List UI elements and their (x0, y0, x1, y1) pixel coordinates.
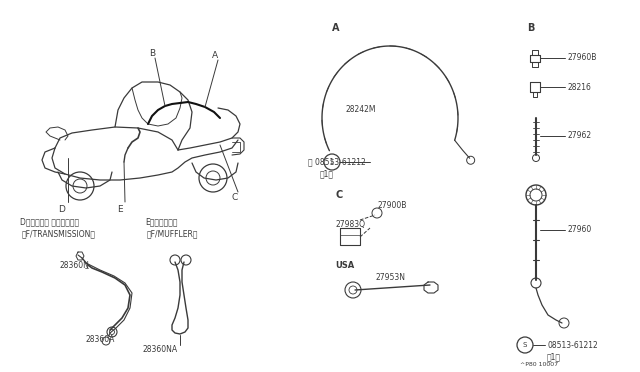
Text: S: S (330, 159, 334, 165)
Text: 28360A: 28360A (85, 336, 115, 344)
Text: A: A (212, 51, 218, 60)
Circle shape (345, 282, 361, 298)
Text: 28360N: 28360N (60, 260, 90, 269)
Text: S: S (523, 342, 527, 348)
Circle shape (559, 318, 569, 328)
Circle shape (199, 164, 227, 192)
Text: C: C (335, 190, 342, 200)
Text: 27983Q: 27983Q (335, 221, 365, 230)
Text: ＜F/TRANSMISSION＞: ＜F/TRANSMISSION＞ (22, 230, 96, 238)
Circle shape (372, 208, 382, 218)
Text: ＜F/MUFFLER＞: ＜F/MUFFLER＞ (147, 230, 198, 238)
Text: 28360NA: 28360NA (143, 346, 177, 355)
Circle shape (526, 185, 546, 205)
Circle shape (324, 154, 340, 170)
Text: （1）: （1） (320, 170, 334, 179)
Text: ^P80 10007: ^P80 10007 (520, 362, 558, 368)
Text: A: A (332, 23, 339, 33)
Circle shape (349, 286, 357, 294)
Circle shape (532, 154, 540, 161)
Text: D（トランス ミッション）: D（トランス ミッション） (20, 218, 79, 227)
Circle shape (181, 255, 191, 265)
Text: 08513-61212: 08513-61212 (547, 340, 598, 350)
Text: 28216: 28216 (567, 83, 591, 92)
Circle shape (170, 255, 180, 265)
Circle shape (107, 327, 117, 337)
Text: 27962: 27962 (567, 131, 591, 141)
Circle shape (467, 156, 475, 164)
Text: （1）: （1） (547, 353, 561, 362)
Text: B: B (527, 23, 534, 33)
Text: 27960: 27960 (567, 225, 591, 234)
Text: D: D (59, 205, 65, 215)
Circle shape (517, 337, 533, 353)
Text: 28242M: 28242M (345, 106, 376, 115)
Text: B: B (149, 48, 155, 58)
Circle shape (531, 278, 541, 288)
Text: C: C (232, 193, 238, 202)
Circle shape (73, 179, 87, 193)
Circle shape (102, 337, 110, 345)
Text: USA: USA (335, 260, 355, 269)
Circle shape (530, 189, 542, 201)
Text: 27953N: 27953N (375, 273, 405, 282)
Text: E: E (117, 205, 123, 215)
Text: E（マフラー）: E（マフラー） (145, 218, 177, 227)
Circle shape (109, 330, 115, 334)
Circle shape (66, 172, 94, 200)
Text: 27900B: 27900B (378, 201, 408, 209)
Circle shape (206, 171, 220, 185)
Text: Ⓢ 08513-61212: Ⓢ 08513-61212 (308, 157, 365, 167)
Text: 27960B: 27960B (567, 54, 596, 62)
